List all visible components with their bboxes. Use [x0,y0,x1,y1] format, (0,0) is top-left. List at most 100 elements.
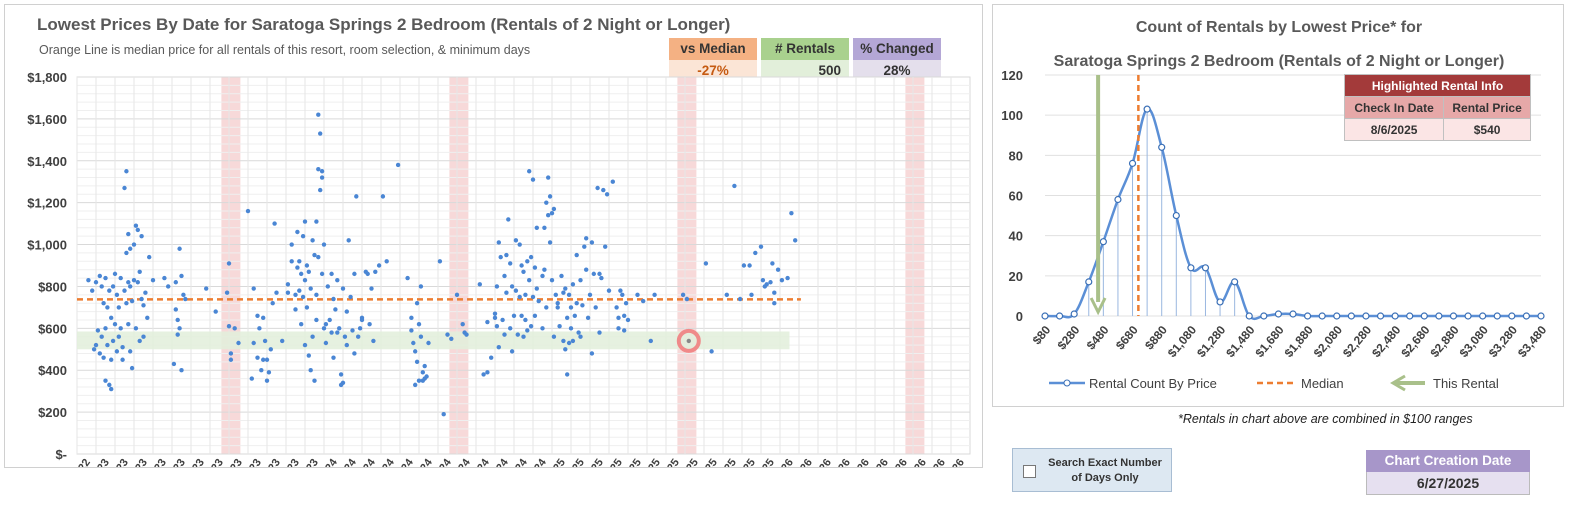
data-point [103,326,108,331]
data-point [126,231,131,237]
data-point [418,284,424,289]
data-point [371,338,376,344]
data-point [591,271,596,277]
rental-count-marker [1493,312,1501,320]
data-point [454,292,460,298]
data-point [599,275,604,281]
data-point [236,340,241,346]
data-point [259,368,264,373]
data-point [348,294,353,300]
data-point [261,357,266,362]
y-tick-label: $1,000 [27,238,67,253]
data-point [365,271,370,277]
y-tick-label: $1,800 [27,70,67,85]
data-point [308,286,313,291]
data-point [445,332,450,337]
data-point [112,321,118,327]
data-point [525,328,530,333]
data-point [584,267,589,272]
data-point [173,307,178,312]
data-point [500,317,505,323]
data-point [166,284,171,289]
data-point [316,166,321,172]
y-tick-label: $200 [38,405,67,420]
data-point [114,292,120,298]
rental-count-marker [1099,238,1107,246]
data-point [101,355,106,360]
shaded-month-3 [905,77,925,454]
highlighted-rental-table: Highlighted Rental Info Check In Date Re… [1343,74,1531,141]
data-point [99,334,104,339]
data-point [527,277,532,283]
data-point [124,250,129,256]
scatter-chart-subtitle: Orange Line is median price for all rent… [39,43,531,57]
data-point [319,271,325,277]
search-exact-days-control[interactable]: Search Exact Number of Days Only [1012,448,1172,492]
data-point [413,382,418,388]
data-point [492,315,498,321]
data-point [703,261,709,266]
data-point [566,340,572,346]
hist-y-tick-label: 0 [1016,309,1023,324]
data-point [333,307,338,312]
rental-count-marker [1128,159,1137,167]
data-point [603,244,608,249]
data-point [565,315,570,321]
data-point [561,338,566,344]
scatter-chart-panel: Lowest Prices By Date for Saratoga Sprin… [4,4,983,468]
data-point [346,238,351,243]
data-point [549,277,555,283]
data-point [295,265,300,270]
data-point [616,315,621,321]
rental-count-marker [1041,312,1049,320]
data-point [344,342,349,348]
hist-x-tick-label: $3,480 [1515,323,1550,360]
data-point [578,277,583,283]
rental-count-marker [1085,278,1093,286]
data-point [534,286,539,291]
chart-creation-date-value: 6/27/2025 [1366,472,1530,495]
rental-count-marker [1435,312,1443,320]
y-tick-label: $- [55,447,67,462]
data-point [350,328,355,333]
data-point [120,357,125,362]
data-point [352,271,357,277]
data-point [768,280,773,285]
rental-count-marker [1187,264,1195,272]
data-point [177,246,182,251]
data-point [147,254,152,260]
data-point [129,298,135,304]
data-point [376,263,382,268]
data-point [549,210,555,216]
data-point [601,187,606,193]
data-point [477,282,482,287]
data-point [578,334,583,339]
hist-x-tick-label: $2,280 [1340,323,1375,360]
percent-changed-label: % Changed [853,38,941,60]
search-exact-days-checkbox[interactable] [1023,465,1036,478]
data-point [420,370,425,375]
rental-price-header: Rental Price [1443,96,1531,119]
data-point [779,277,785,283]
highlighted-rental-title: Highlighted Rental Info [1344,74,1531,97]
data-point [354,194,359,199]
rental-count-marker [1158,143,1166,151]
data-point [316,254,321,260]
data-point [141,334,146,339]
hist-x-tick-label: $3,280 [1486,323,1521,360]
data-point [551,206,557,212]
data-point [103,275,108,281]
data-point [749,292,754,298]
hist-x-tick-label: $2,080 [1311,323,1346,360]
highlight-price-band [77,331,790,350]
data-point [606,288,612,293]
data-point [268,347,273,352]
data-point [255,313,260,318]
hist-x-tick-label: $480 [1084,323,1112,353]
data-point [272,221,277,226]
data-point [97,273,103,279]
this-rental-arrowhead [1089,297,1107,316]
data-point [300,294,306,300]
data-point [133,223,139,228]
data-point [413,349,418,354]
